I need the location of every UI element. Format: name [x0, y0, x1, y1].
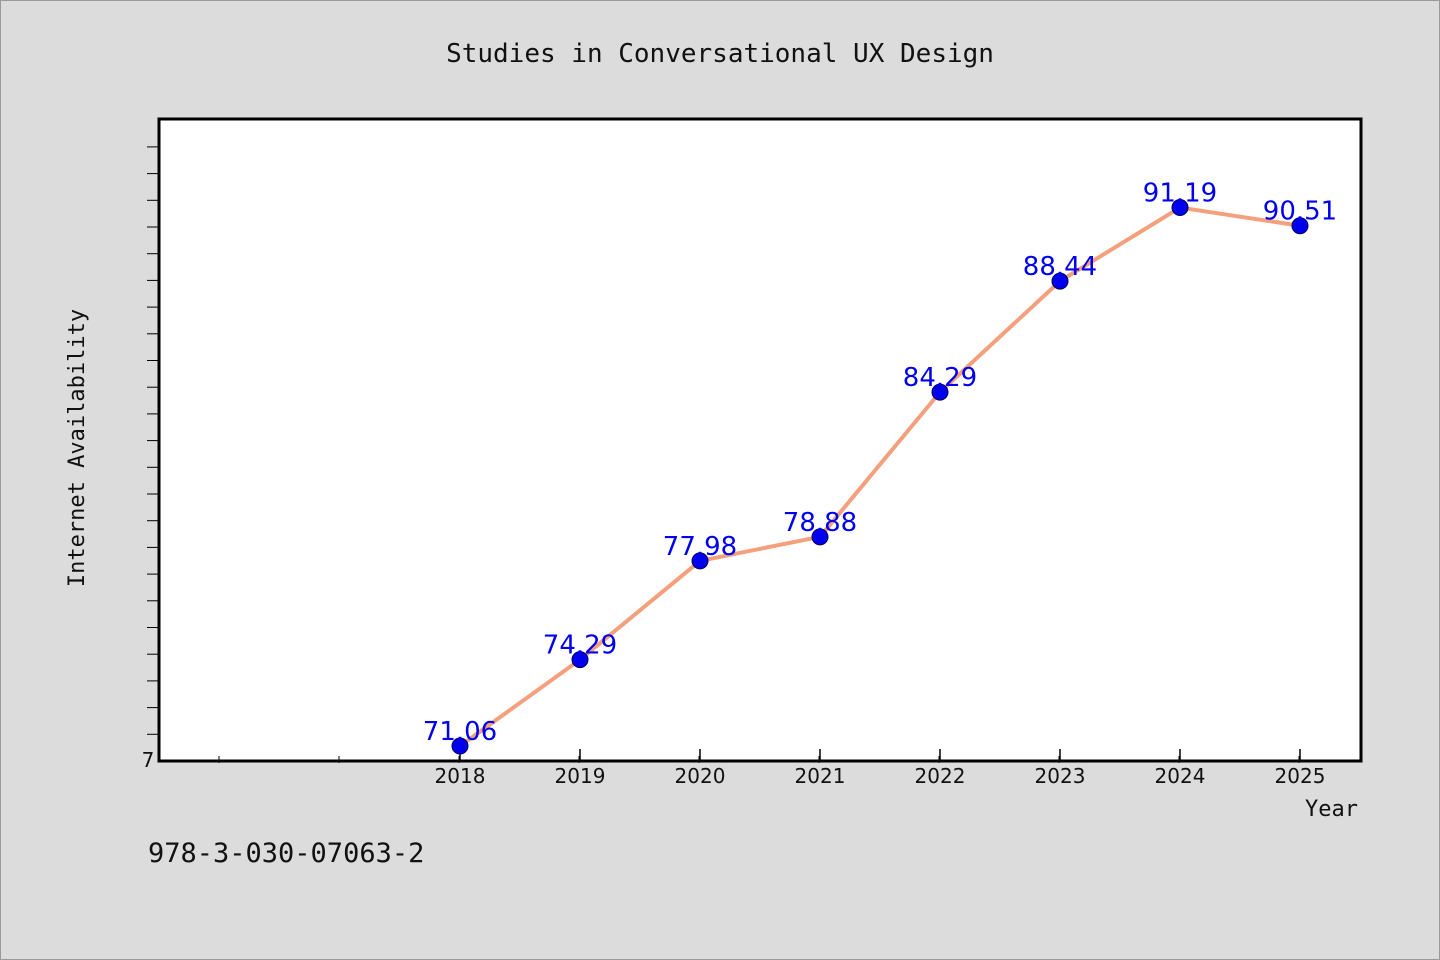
data-label: 74.29 — [543, 631, 617, 661]
x-axis-label: Year — [1305, 797, 1358, 822]
y-axis-label: Internet Availability — [65, 309, 90, 587]
x-axis-ticks: 2018 2019 2020 2021 2022 2023 2024 2025 — [218, 749, 1326, 788]
data-labels: 71.06 74.29 77.98 78.88 84.29 88.44 91.19 90.51 — [423, 179, 1337, 747]
data-label: 84.29 — [903, 363, 977, 393]
x-tick-label: 2021 — [795, 764, 846, 788]
plot-area — [157, 117, 1363, 763]
x-tick-label: 2020 — [675, 764, 726, 788]
data-label: 71.06 — [423, 717, 497, 747]
chart-title: Studies in Conversational UX Design — [446, 39, 994, 69]
data-label: 78.88 — [783, 508, 857, 538]
data-label: 90.51 — [1263, 197, 1337, 227]
data-point — [1171, 199, 1189, 217]
data-point — [1291, 217, 1309, 235]
x-tick-label: 2025 — [1275, 764, 1326, 788]
x-tick-label: 2023 — [1035, 764, 1086, 788]
y-tick-label: 7 — [142, 748, 155, 772]
x-tick-label: 2022 — [915, 764, 966, 788]
data-label: 77.98 — [663, 532, 737, 562]
y-axis-ticks — [147, 146, 158, 735]
data-point — [931, 383, 949, 401]
data-point — [1051, 272, 1069, 290]
isbn-footer: 978-3-030-07063-2 — [148, 838, 424, 869]
data-label: 91.19 — [1143, 179, 1217, 209]
x-tick-label: 2018 — [435, 764, 486, 788]
x-tick-label: 2019 — [555, 764, 606, 788]
data-point — [571, 651, 589, 669]
series-line — [458, 205, 1301, 748]
data-point — [811, 528, 829, 546]
data-point — [691, 552, 709, 570]
data-point — [451, 737, 469, 755]
x-tick-label: 2024 — [1155, 764, 1206, 788]
series-markers — [451, 199, 1309, 755]
data-label: 88.44 — [1023, 252, 1097, 282]
